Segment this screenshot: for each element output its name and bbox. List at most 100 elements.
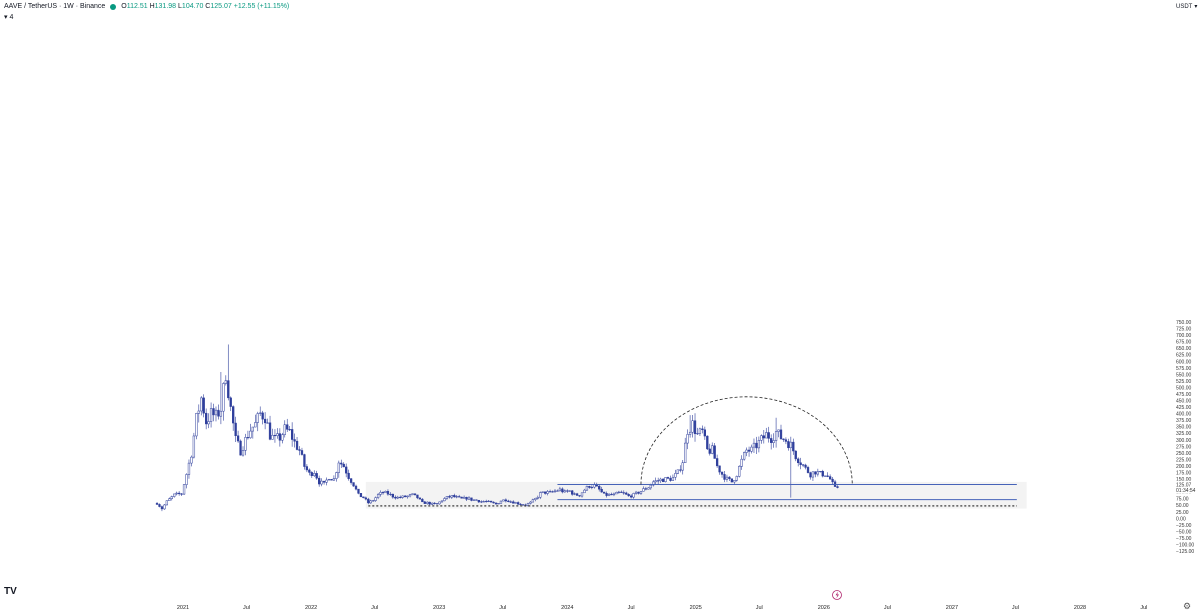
candle-body [568,490,571,492]
candle-body [647,487,650,490]
candle-body [487,500,490,502]
candle-body [229,397,232,407]
candle-body [814,471,817,475]
drawing-layer [368,396,1017,507]
candle-body [485,500,488,503]
chevron-down-icon[interactable]: ▾ [1194,4,1198,10]
candle-body [588,486,591,488]
candle-body [777,429,780,432]
candle-body [706,435,709,450]
candle-body [622,492,625,494]
candle-body [494,502,498,505]
x-tick-label: 2027 [946,605,958,611]
candle-body [310,472,313,476]
candle-body [659,478,662,482]
y-tick-label: 650.00 [1176,346,1192,352]
candle-body [693,420,697,435]
y-tick-label: 175.00 [1176,471,1192,477]
candle-body [261,412,264,420]
low-value: 104.70 [181,3,204,10]
candle-body [634,491,638,494]
chevron-down-icon[interactable]: ▾ [4,14,8,21]
x-tick-label: 2023 [433,605,445,611]
candle-body [212,408,215,416]
candle-body [607,493,611,496]
candle-body [318,477,321,485]
candle-body [674,473,677,478]
low-label: L [178,3,182,10]
tradingview-logo[interactable]: TV [4,586,17,597]
candle-body [467,497,471,500]
candle-body [612,493,616,496]
candle-body [263,418,267,424]
candle-body [367,498,370,504]
candle-body [546,491,549,494]
candle-body [440,500,444,503]
currency-selector[interactable]: USDT ▾ [1176,3,1198,11]
candle-body [165,500,169,506]
candle-body [755,442,758,449]
y-tick-label: 500.00 [1176,385,1192,391]
candle-body [408,494,412,497]
candle-body [782,438,785,440]
price-axis[interactable]: −125.00−100.00−75.00−50.00−25.000.0025.0… [1176,320,1194,555]
candle-body [256,413,259,423]
candle-body [602,491,606,494]
candle-body [266,422,269,424]
candle-body [259,412,262,414]
candle-body [516,502,520,505]
x-tick-label: 2021 [177,605,189,611]
y-tick-label: 200.00 [1176,464,1192,470]
candle-body [811,471,815,478]
candle-body [450,495,453,498]
candle-body [652,481,655,486]
candle-body [615,492,618,495]
candle-body [637,491,640,494]
candle-body [278,433,282,441]
candle-body [730,478,734,483]
x-tick-label: 2024 [561,605,573,611]
candle-body [600,488,603,493]
y-tick-label: 325.00 [1176,431,1192,437]
symbol-title[interactable]: AAVE / TetherUS · 1W · Binance [4,3,106,10]
candle-body [757,440,761,449]
candle-body [625,492,628,495]
candle-body [308,469,311,473]
candle-body [649,484,652,489]
gear-icon[interactable]: ⚙ [1183,601,1192,611]
candle-body [701,428,704,431]
y-tick-label: 0.00 [1176,516,1186,522]
x-tick-label: 2025 [690,605,702,611]
candle-body [477,499,480,503]
candle-body [364,497,367,500]
candle-body [770,438,773,443]
candle-body [399,496,402,499]
candle-body [192,435,196,458]
candle-body [544,491,547,494]
y-tick-label: 25.00 [1176,510,1189,516]
change-value: +12.55 (+11.15%) [233,3,290,10]
currency-label: USDT [1176,3,1193,10]
candle-body [416,494,419,499]
candle-body [578,495,581,497]
candle-body [617,491,621,493]
candle-body [489,500,493,503]
lightning-icon[interactable] [832,590,842,600]
candle-body [349,478,353,483]
range-zone-layer [365,481,1027,509]
candle-body [202,397,205,414]
candle-body [234,422,237,437]
chart-header: AAVE / TetherUS · 1W · Binance O112.51 H… [4,3,289,10]
candle-body [593,484,596,488]
indicators-toggle[interactable]: ▾ 4 [4,13,13,22]
candle-body [509,501,512,503]
candle-body [182,484,186,495]
y-tick-label: 250.00 [1176,451,1192,457]
x-tick-label: Jul [243,605,250,611]
candle-body [752,442,756,448]
candle-body [657,480,660,482]
candle-body [629,495,633,498]
candle-body [207,421,210,425]
time-axis[interactable]: 2021 Jul 2022 Jul 2023 Jul 2024 Jul 2025 Jul 2026 J… [177,605,1148,611]
